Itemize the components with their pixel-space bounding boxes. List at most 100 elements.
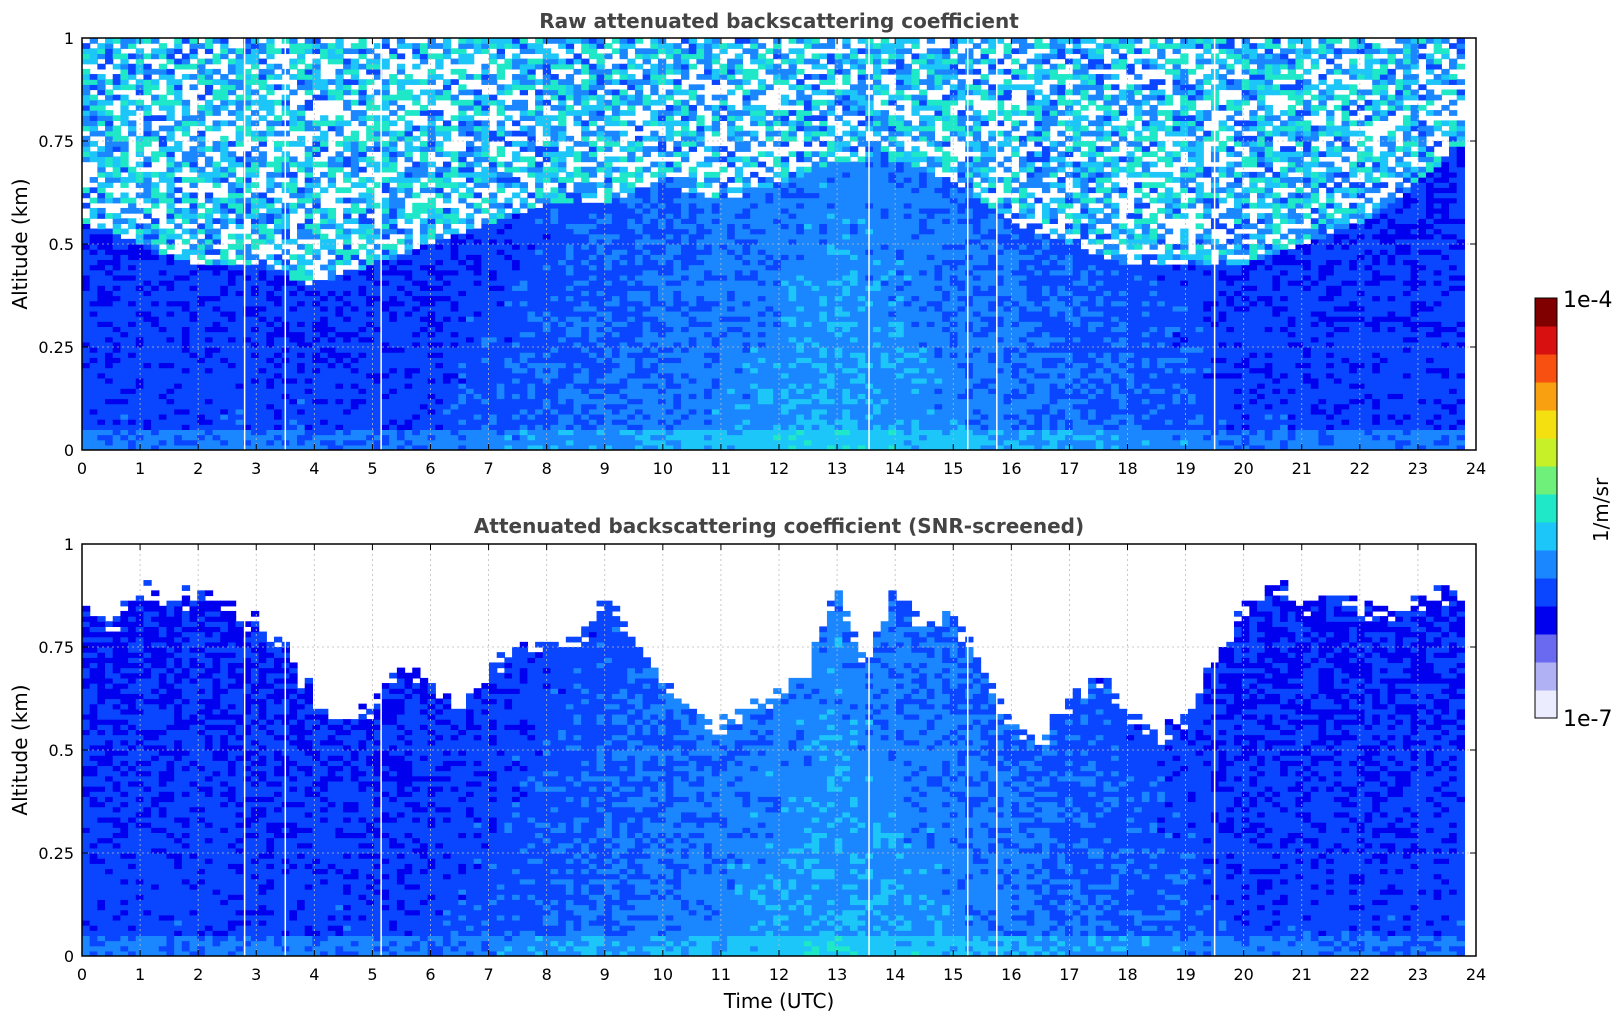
heatmap-cell — [634, 244, 644, 250]
heatmap-cell — [581, 295, 590, 302]
heatmap-cell — [657, 336, 667, 343]
heatmap-cell — [335, 439, 344, 446]
heatmap-cell — [274, 316, 283, 322]
heatmap-cell — [466, 151, 475, 158]
heatmap-cell — [381, 341, 390, 348]
heatmap-cell — [97, 146, 106, 152]
heatmap-cell — [304, 269, 313, 276]
heatmap-cell — [289, 177, 298, 183]
heatmap-cell — [304, 408, 313, 415]
heatmap-cell — [105, 244, 114, 250]
heatmap-cell — [542, 244, 552, 250]
heatmap-cell — [197, 141, 206, 147]
heatmap-cell — [558, 408, 567, 415]
heatmap-cell — [427, 424, 436, 430]
heatmap-cell — [573, 300, 582, 307]
heatmap-cell — [427, 367, 436, 374]
heatmap-cell — [128, 444, 137, 450]
heatmap-cell — [174, 316, 183, 322]
heatmap-cell — [128, 125, 137, 132]
heatmap-cell — [89, 259, 98, 266]
heatmap-cell — [243, 341, 252, 348]
heatmap-cell — [204, 38, 214, 44]
heatmap-cell — [243, 326, 252, 333]
heatmap-cell — [619, 383, 628, 389]
heatmap-cell — [289, 89, 298, 96]
heatmap-cell — [650, 444, 659, 450]
heatmap-cell — [243, 115, 252, 121]
heatmap-cell — [143, 244, 152, 250]
heatmap-cell — [588, 48, 598, 55]
heatmap-cell — [504, 388, 513, 394]
heatmap-cell — [135, 84, 145, 91]
heatmap-cell — [489, 171, 498, 178]
heatmap-cell — [611, 110, 621, 116]
heatmap-cell — [166, 326, 175, 333]
heatmap-cell — [650, 233, 659, 240]
heatmap-cell — [189, 63, 198, 70]
heatmap-cell — [489, 213, 498, 219]
heatmap-cell — [496, 280, 505, 286]
heatmap-cell — [481, 135, 490, 142]
heatmap-cell — [212, 295, 221, 302]
heatmap-cell — [596, 264, 605, 271]
heatmap-cell — [227, 264, 237, 271]
heatmap-cell — [304, 352, 313, 358]
heatmap-cell — [82, 68, 91, 75]
heatmap-cell — [227, 197, 237, 204]
heatmap-cell — [320, 146, 329, 152]
heatmap-cell — [473, 94, 482, 101]
heatmap-cell — [435, 171, 444, 178]
heatmap-cell — [611, 166, 621, 173]
heatmap-cell — [266, 336, 275, 343]
heatmap-cell — [120, 403, 129, 410]
heatmap-cell — [519, 58, 529, 65]
heatmap-cell — [120, 285, 129, 291]
heatmap-cell — [565, 238, 575, 245]
heatmap-cell — [128, 316, 137, 322]
heatmap-cell — [320, 398, 329, 405]
heatmap-cell — [289, 269, 298, 276]
heatmap-cell — [204, 125, 214, 132]
heatmap-cell — [596, 434, 605, 441]
heatmap-cell — [120, 84, 129, 91]
heatmap-cell — [128, 383, 137, 389]
heatmap-cell — [588, 202, 598, 209]
heatmap-cell — [427, 233, 436, 240]
heatmap-cell — [197, 316, 206, 322]
heatmap-cell — [120, 259, 129, 266]
heatmap-cell — [189, 269, 198, 276]
heatmap-cell — [481, 305, 490, 312]
heatmap-cell — [297, 228, 306, 235]
heatmap-cell — [473, 434, 482, 441]
heatmap-cell — [97, 264, 106, 271]
heatmap-cell — [174, 254, 183, 261]
heatmap-cell — [396, 280, 406, 286]
heatmap-cell — [335, 84, 344, 91]
heatmap-cell — [427, 135, 436, 142]
heatmap-cell — [473, 285, 482, 291]
heatmap-cell — [289, 274, 298, 281]
heatmap-cell — [220, 259, 229, 266]
heatmap-cell — [381, 434, 390, 441]
heatmap-cell — [343, 300, 352, 307]
heatmap-cell — [373, 434, 383, 441]
heatmap-cell — [174, 120, 183, 127]
heatmap-cell — [97, 434, 106, 441]
heatmap-cell — [128, 393, 137, 400]
heatmap-cell — [258, 79, 267, 85]
heatmap-cell — [327, 403, 337, 410]
heatmap-cell — [143, 372, 152, 379]
heatmap-cell — [266, 424, 275, 430]
heatmap-cell — [535, 110, 544, 116]
heatmap-cell — [389, 259, 398, 266]
heatmap-cell — [512, 377, 521, 384]
heatmap-cell — [450, 347, 459, 353]
heatmap-cell — [297, 362, 306, 369]
heatmap-cell — [304, 218, 313, 224]
heatmap-cell — [166, 161, 175, 168]
heatmap-cell — [427, 372, 436, 379]
heatmap-cell — [381, 156, 390, 163]
heatmap-cell — [350, 202, 360, 209]
heatmap-cell — [489, 53, 498, 60]
